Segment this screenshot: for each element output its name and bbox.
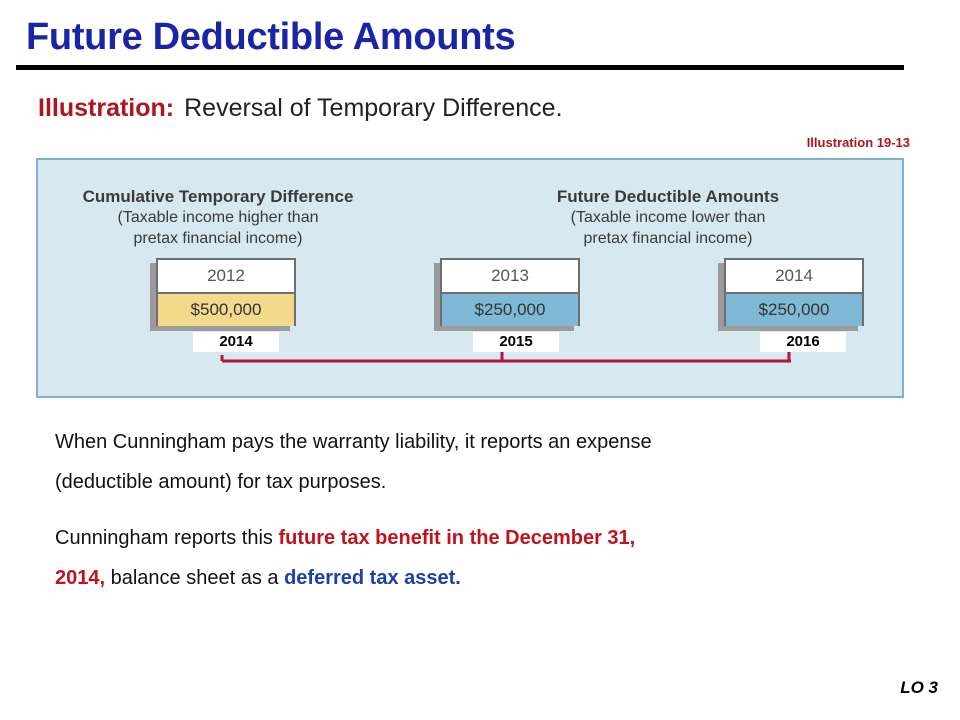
- paragraph2-blue-text: deferred tax asset.: [284, 567, 461, 589]
- box-year: 2013: [442, 260, 578, 294]
- left-heading-line2: pretax financial income): [133, 230, 303, 247]
- box-amount: $250,000: [442, 294, 578, 326]
- subtitle-text: Reversal of Temporary Difference.: [184, 94, 563, 122]
- right-heading: Future Deductible Amounts (Taxable incom…: [518, 186, 818, 249]
- illustration-reference: Illustration 19-13: [806, 135, 910, 150]
- temporary-difference-diagram: Cumulative Temporary Difference (Taxable…: [36, 158, 904, 398]
- box-2012: 2012 $500,000: [156, 258, 296, 326]
- slide-title: Future Deductible Amounts: [26, 16, 516, 58]
- left-heading-title: Cumulative Temporary Difference: [82, 187, 354, 206]
- reversal-year-tag: 2014: [193, 332, 279, 352]
- paragraph2-red-date: 2014,: [55, 567, 106, 589]
- paragraph1-line1: When Cunningham pays the warranty liabil…: [55, 431, 652, 453]
- paragraph2-pre: Cunningham reports this: [55, 527, 279, 549]
- right-heading-line2: pretax financial income): [583, 230, 753, 247]
- reversal-year-tag: 2016: [760, 332, 846, 352]
- box-amount: $250,000: [726, 294, 862, 326]
- paragraph2-mid: balance sheet as a: [105, 567, 285, 589]
- paragraph2-red-text: future tax benefit in the December 31,: [278, 527, 636, 549]
- title-underline: [16, 65, 904, 70]
- box-2013: 2013 $250,000: [440, 258, 580, 326]
- paragraph-deferred-tax: Cunningham reports this future tax benef…: [55, 518, 895, 598]
- box-year: 2012: [158, 260, 294, 294]
- box-year: 2014: [726, 260, 862, 294]
- subtitle: Illustration: Reversal of Temporary Diffe…: [38, 94, 563, 123]
- left-heading: Cumulative Temporary Difference (Taxable…: [68, 186, 368, 249]
- right-heading-line1: (Taxable income lower than: [570, 209, 766, 226]
- box-amount: $500,000: [158, 294, 294, 326]
- paragraph-expense: When Cunningham pays the warranty liabil…: [55, 422, 895, 502]
- left-heading-line1: (Taxable income higher than: [117, 209, 319, 226]
- paragraph1-line2: (deductible amount) for tax purposes.: [55, 471, 387, 493]
- right-heading-title: Future Deductible Amounts: [556, 187, 780, 206]
- learning-objective-label: LO 3: [900, 678, 938, 697]
- subtitle-label: Illustration:: [38, 94, 175, 122]
- box-2014: 2014 $250,000: [724, 258, 864, 326]
- reversal-year-tag: 2015: [473, 332, 559, 352]
